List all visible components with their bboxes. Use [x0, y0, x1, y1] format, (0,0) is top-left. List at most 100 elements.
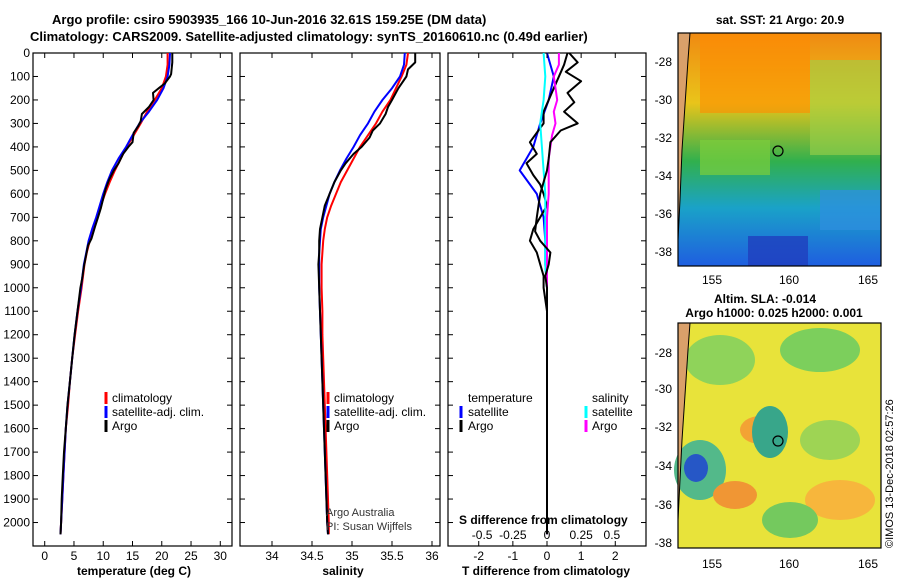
depth-tick-label: 100 — [10, 69, 30, 83]
lat-tick: -28 — [655, 346, 673, 360]
lat-tick: -28 — [655, 55, 673, 69]
credit-line-2: PI: Susan Wijffels — [326, 521, 412, 533]
lat-tick: -36 — [655, 207, 673, 221]
sst-lon-ticks: 155 160 165 — [702, 273, 878, 287]
lat-tick: -34 — [655, 169, 673, 183]
legend-label-climatology: climatology — [112, 391, 172, 405]
plot-title-line-2: Climatology: CARS2009. Satellite-adjuste… — [30, 29, 588, 44]
australia-coast — [678, 33, 690, 240]
argo-position-marker — [772, 435, 784, 447]
depth-tick-label: 1000 — [3, 281, 30, 295]
depth-tick-label: 300 — [10, 116, 30, 130]
x-tick-label: 10 — [97, 549, 111, 563]
x-tick-label: 35.5 — [380, 549, 404, 563]
depth-tick-label: 700 — [10, 210, 30, 224]
legend-label-sal-argo: Argo — [592, 419, 618, 433]
legend-label-climatology: climatology — [334, 391, 394, 405]
legend-label-satellite: satellite-adj. clim. — [112, 405, 204, 419]
lat-tick: -36 — [655, 498, 673, 512]
depth-tick-label: 900 — [10, 257, 30, 271]
lon-tick: 155 — [702, 273, 722, 287]
lat-tick: -38 — [655, 245, 673, 259]
lat-tick: -34 — [655, 459, 673, 473]
depth-tick-label: 800 — [10, 234, 30, 248]
depth-tick-label: 1700 — [3, 445, 30, 459]
x-tick-label: 30 — [214, 549, 228, 563]
depth-tick-label: 400 — [10, 140, 30, 154]
depth-tick-label: 1500 — [3, 398, 30, 412]
salinity-axis-label: salinity — [322, 564, 364, 578]
s-difference-tick-label: 0 — [544, 528, 551, 542]
x-tick-label: 35 — [345, 549, 359, 563]
lat-tick: -30 — [655, 93, 673, 107]
legend-label-temp-argo: Argo — [468, 419, 494, 433]
lon-tick: 160 — [779, 557, 799, 571]
legend-label-argo: Argo — [334, 419, 360, 433]
depth-tick-label: 0 — [23, 46, 30, 60]
lat-tick: -38 — [655, 536, 673, 550]
legend-label-temp-satellite: satellite — [468, 405, 509, 419]
x-tick-label: 5 — [71, 549, 78, 563]
s-difference-tick-label: -0.25 — [499, 528, 527, 542]
lat-tick: -32 — [655, 420, 673, 434]
depth-tick-label: 1800 — [3, 469, 30, 483]
s-difference-axis-label: S difference from climatology — [459, 513, 628, 527]
lat-tick: -30 — [655, 382, 673, 396]
temperature-axis-label: temperature (deg C) — [77, 564, 191, 578]
lon-tick: 155 — [702, 557, 722, 571]
x-tick-label: 1 — [578, 549, 585, 563]
salinity-legend: climatology satellite-adj. clim. Argo Ar… — [326, 391, 426, 533]
temperature-legend: climatology satellite-adj. clim. Argo — [104, 391, 204, 433]
sla-map-title-1: Altim. SLA: -0.014 — [714, 292, 816, 306]
x-tick-label: 15 — [126, 549, 140, 563]
x-tick-label: 34.5 — [300, 549, 324, 563]
s-difference-tick-label: 0.5 — [604, 528, 621, 542]
depth-tick-label: 1100 — [4, 304, 30, 318]
panel-frame — [239, 52, 441, 547]
x-tick-label: 34 — [265, 549, 279, 563]
x-tick-label: 36 — [425, 549, 439, 563]
legend-label-argo: Argo — [112, 419, 138, 433]
sla-lat-ticks: -28 -30 -32 -34 -36 -38 — [655, 346, 673, 550]
s-difference-tick-label: 0.25 — [569, 528, 593, 542]
x-tick-label: 20 — [155, 549, 169, 563]
s-difference-tick-label: -0.5 — [472, 528, 493, 542]
plot-title-line-1: Argo profile: csiro 5903935_166 10-Jun-2… — [52, 12, 487, 27]
series-line-salinity-argo-black- — [534, 52, 583, 535]
lon-tick: 165 — [858, 273, 878, 287]
credit-line-1: Argo Australia — [326, 507, 395, 519]
legend-heading-temperature: temperature — [468, 391, 533, 405]
series-line-argo — [317, 53, 417, 535]
depth-tick-label: 1400 — [3, 375, 30, 389]
sst-lat-ticks: -28 -30 -32 -34 -36 -38 — [655, 55, 673, 259]
difference-legend: temperature satellite Argo salinity sate… — [459, 391, 633, 527]
sla-map-title-2: Argo h1000: 0.025 h2000: 0.001 — [685, 306, 863, 320]
depth-tick-label: 200 — [10, 93, 30, 107]
depth-tick-label: 600 — [10, 187, 30, 201]
australia-coast — [678, 323, 690, 520]
lon-tick: 160 — [779, 273, 799, 287]
legend-label-sal-satellite: satellite — [592, 405, 633, 419]
series-line-argo — [59, 53, 174, 535]
x-tick-label: 0 — [544, 549, 551, 563]
lon-tick: 165 — [858, 557, 878, 571]
x-tick-label: 2 — [612, 549, 619, 563]
legend-heading-salinity: salinity — [592, 391, 629, 405]
t-difference-axis-label: T difference from climatology — [462, 564, 630, 578]
legend-label-satellite: satellite-adj. clim. — [334, 405, 426, 419]
x-tick-label: 25 — [184, 549, 198, 563]
sla-map — [674, 322, 882, 549]
sla-lon-ticks: 155 160 165 — [702, 557, 878, 571]
depth-tick-label: 1600 — [3, 422, 30, 436]
sst-map-title: sat. SST: 21 Argo: 20.9 — [716, 13, 845, 27]
depth-tick-label: 1300 — [3, 351, 30, 365]
depth-tick-label: 1900 — [3, 492, 30, 506]
series-line-climatology — [320, 52, 409, 535]
sst-map — [677, 32, 882, 267]
depth-tick-label: 2000 — [3, 516, 30, 530]
argo-position-marker — [772, 145, 784, 157]
depth-tick-label: 1200 — [3, 328, 30, 342]
x-tick-label: -2 — [473, 549, 484, 563]
x-tick-label: 0 — [41, 549, 48, 563]
